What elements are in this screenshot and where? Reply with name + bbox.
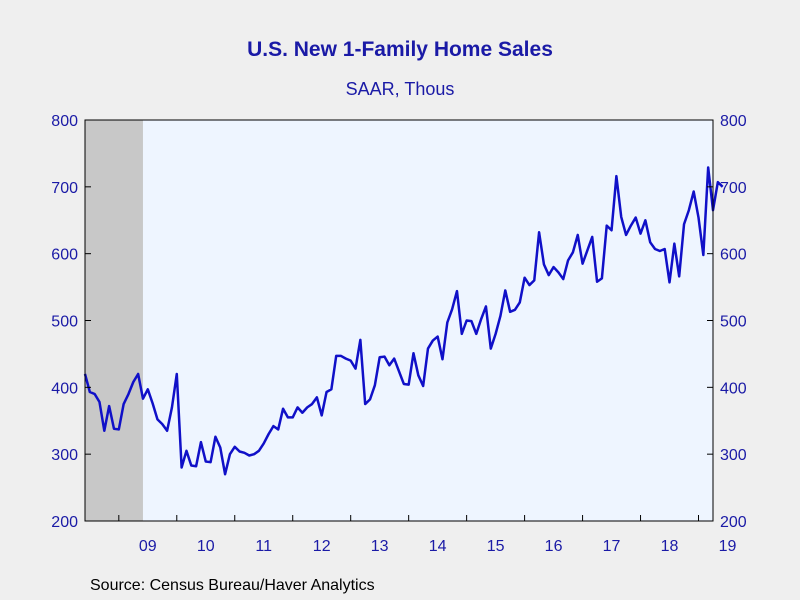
x-tick-label: 18 xyxy=(661,538,679,555)
source-note: Source: Census Bureau/Haver Analytics xyxy=(90,577,375,594)
plot-area xyxy=(85,120,713,521)
y-tick-label-left: 200 xyxy=(51,514,78,531)
y-tick-label-right: 700 xyxy=(720,180,747,197)
recession-shading xyxy=(85,120,143,521)
x-tick-label: 17 xyxy=(603,538,621,555)
y-tick-label-right: 800 xyxy=(720,113,747,130)
chart-subtitle: SAAR, Thous xyxy=(345,79,455,99)
x-tick-label: 11 xyxy=(255,538,272,555)
x-tick-label: 15 xyxy=(487,538,505,555)
x-tick-label: 09 xyxy=(139,538,157,555)
x-tick-label: 13 xyxy=(371,538,389,555)
x-tick-label: 14 xyxy=(429,538,447,555)
x-tick-label: 16 xyxy=(545,538,563,555)
chart-title: U.S. New 1-Family Home Sales xyxy=(247,38,553,61)
y-tick-label-right: 600 xyxy=(720,247,747,264)
x-tick-label: 10 xyxy=(197,538,215,555)
y-tick-label-left: 700 xyxy=(51,180,78,197)
series-line xyxy=(83,166,724,476)
y-tick-label-right: 200 xyxy=(720,514,747,531)
y-tick-label-left: 400 xyxy=(51,380,78,397)
y-tick-label-right: 400 xyxy=(720,380,747,397)
y-tick-label-left: 300 xyxy=(51,447,78,464)
y-tick-label-right: 300 xyxy=(720,447,747,464)
y-tick-label-left: 800 xyxy=(51,113,78,130)
y-tick-label-left: 600 xyxy=(51,247,78,264)
y-tick-label-left: 500 xyxy=(51,314,78,331)
x-tick-label: 19 xyxy=(719,538,737,555)
x-tick-label: 12 xyxy=(313,538,331,555)
y-tick-label-right: 500 xyxy=(720,314,747,331)
